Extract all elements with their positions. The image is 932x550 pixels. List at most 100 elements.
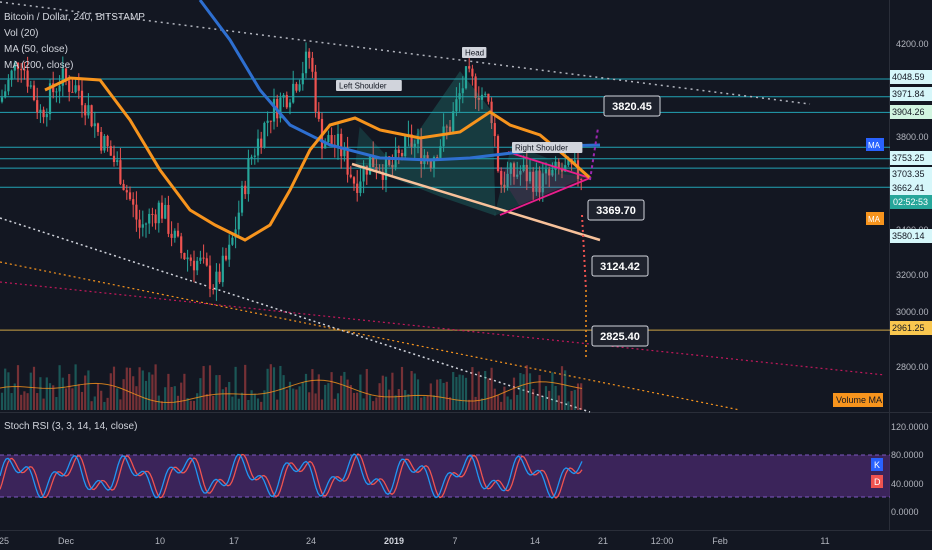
volume-bar <box>215 375 218 410</box>
volume-bar <box>464 377 468 410</box>
candle-body <box>170 233 173 238</box>
price-tag <box>890 321 932 335</box>
indicator-ma50[interactable]: MA (50, close) <box>4 44 68 55</box>
pattern-labels: Left Shoulder Head Right Shoulder <box>336 47 583 153</box>
countdown-label: 02:52:53 <box>893 197 928 207</box>
candle-body <box>448 126 452 132</box>
volume-bar <box>45 377 48 410</box>
volume-bar <box>560 366 564 410</box>
volume-bar <box>548 390 551 410</box>
indicator-ma200[interactable]: MA (200, close) <box>4 60 74 71</box>
candle-body <box>164 204 167 219</box>
candle-body <box>148 213 151 224</box>
candle-body <box>256 138 260 156</box>
volume-bar <box>298 386 301 410</box>
candle-body <box>384 156 388 180</box>
candle-body <box>215 271 218 290</box>
candle-body <box>144 223 148 225</box>
candle-body <box>429 161 432 168</box>
candle-body <box>525 164 528 182</box>
rsi-k-label: K <box>874 460 880 470</box>
candle-body <box>93 123 96 127</box>
volume-bar <box>442 382 445 410</box>
candle-body <box>487 93 490 102</box>
candle-body <box>336 133 340 147</box>
volume-bar <box>144 380 148 410</box>
volume-bar <box>112 366 116 410</box>
candle-body <box>29 85 32 87</box>
volume-bar <box>263 390 266 410</box>
volume-bar <box>29 372 32 410</box>
volume-bar <box>186 398 189 410</box>
candle-body <box>80 90 84 106</box>
candle-body <box>532 171 535 192</box>
candle-body <box>13 62 16 71</box>
time-axis-label: Feb <box>712 536 728 546</box>
volume-bar <box>391 372 394 410</box>
price-axis-label: 2800.00 <box>896 362 929 372</box>
volume-bar <box>279 365 282 410</box>
candle-body <box>445 126 448 128</box>
volume-bar <box>237 398 240 410</box>
volume-bar <box>93 396 96 410</box>
price-tag-label: 3580.14 <box>892 231 925 241</box>
volume-bar <box>212 395 215 410</box>
candle-body <box>224 255 228 260</box>
volume-bar <box>167 373 170 410</box>
candle-body <box>4 91 7 98</box>
volume-bar <box>192 400 196 410</box>
indicator-vol[interactable]: Vol (20) <box>4 28 39 39</box>
candle-body <box>218 271 221 283</box>
candle-body <box>432 157 436 168</box>
price-tag-label: 3703.35 <box>892 169 925 179</box>
candle-body <box>343 147 346 157</box>
candle-body <box>311 57 314 72</box>
candle-body <box>160 202 164 219</box>
candle-body <box>493 123 496 137</box>
candle-body <box>68 80 71 92</box>
candle-body <box>295 83 298 91</box>
volume-bar <box>439 379 442 410</box>
volume-bar <box>151 374 154 410</box>
candle-body <box>263 122 266 148</box>
rsi-axis-label: 80.0000 <box>891 450 924 460</box>
candle-body <box>77 85 80 91</box>
candle-body <box>551 169 554 176</box>
target-callout-label: 3820.45 <box>612 101 652 113</box>
price-tag-label: 3971.84 <box>892 89 925 99</box>
candle-body <box>212 288 215 290</box>
candle-body <box>135 204 138 220</box>
candle-body <box>503 184 506 188</box>
volume-bar <box>301 382 304 410</box>
volume-bar <box>333 398 336 410</box>
volume-bar <box>292 388 295 410</box>
volume-bar <box>196 393 199 410</box>
volume-bar <box>16 365 20 410</box>
stoch-rsi <box>0 453 583 499</box>
candle-body <box>324 142 327 149</box>
rsi-title[interactable]: Stoch RSI (3, 3, 14, 14, close) <box>4 421 138 432</box>
candle-body <box>391 164 394 168</box>
price-tag <box>890 181 932 195</box>
volume-bar <box>538 375 541 410</box>
candle-body <box>10 70 13 80</box>
volume-bar <box>250 390 253 410</box>
candle-body <box>247 158 250 195</box>
volume-bar <box>52 385 55 410</box>
price-tag <box>890 87 932 101</box>
volume-bar <box>320 399 324 410</box>
candle-body <box>346 147 349 175</box>
volume-bar <box>349 384 352 410</box>
candle-body <box>426 155 429 162</box>
volume-bar <box>71 388 74 410</box>
volume-bar <box>68 373 71 410</box>
price-tag <box>890 105 932 119</box>
candle-body <box>362 165 365 182</box>
candle-body <box>173 230 176 238</box>
candle-body <box>442 126 445 147</box>
rsi-k-tag <box>871 458 883 471</box>
volume-bar <box>269 364 272 410</box>
volume-bar <box>4 368 7 410</box>
volume-bar <box>253 393 256 410</box>
